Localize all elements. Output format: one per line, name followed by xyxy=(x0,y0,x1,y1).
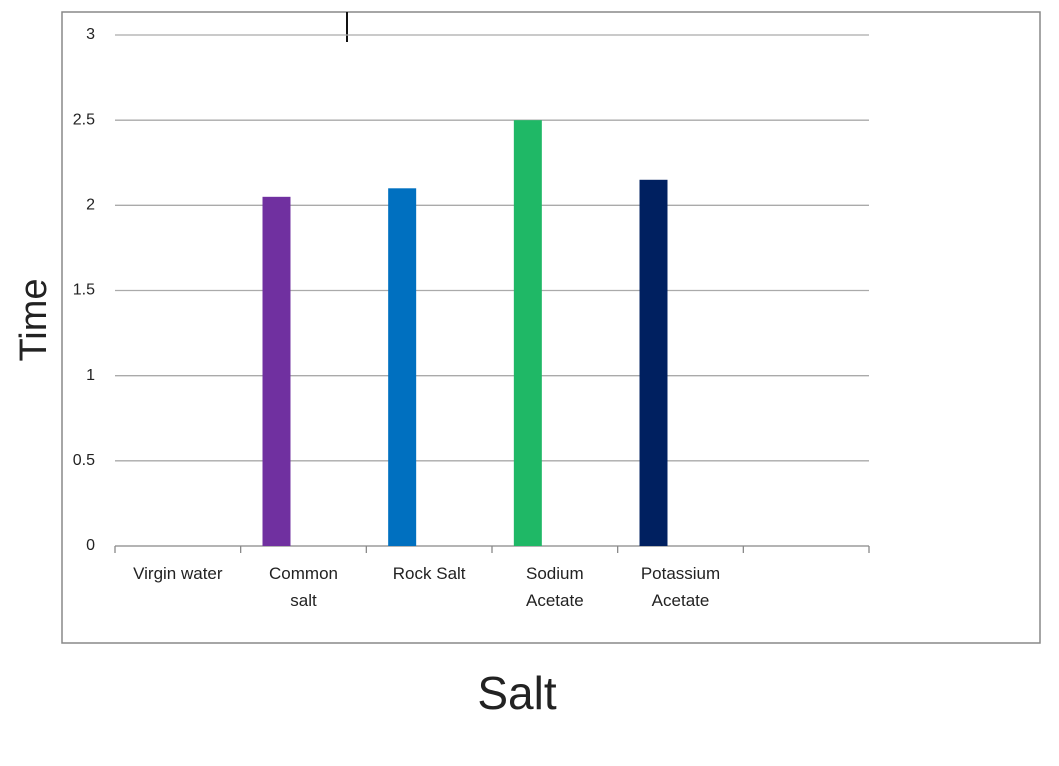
y-tick-label: 1 xyxy=(86,367,95,384)
y-tick-label: 1.5 xyxy=(73,282,95,299)
y-tick-label: 0 xyxy=(86,537,95,554)
y-axis-title: Time xyxy=(13,278,55,361)
x-tick-label: Potassium Acetate xyxy=(640,564,721,610)
y-tick-label: 0.5 xyxy=(73,452,95,469)
x-tick-label: Virgin water xyxy=(133,564,223,583)
x-tick-label-box: Potassium Acetate xyxy=(640,564,721,610)
x-axis-title: Salt xyxy=(477,667,556,719)
bar xyxy=(388,188,417,547)
y-tick-label: 2 xyxy=(86,197,95,214)
x-tick-label-box: Sodium Acetate xyxy=(526,564,584,610)
x-tick-label: Sodium Acetate xyxy=(526,564,584,610)
x-tick-label: Common salt xyxy=(269,564,338,610)
bar xyxy=(513,120,542,547)
chart-border xyxy=(61,11,1041,644)
x-tick-label-box: Virgin water xyxy=(133,564,223,583)
x-tick-label: Rock Salt xyxy=(392,564,466,583)
y-tick-label: 2.5 xyxy=(73,111,95,128)
bar xyxy=(262,196,291,547)
x-tick-label-box: Rock Salt xyxy=(392,564,466,583)
bar xyxy=(639,179,668,547)
y-tick-label: 3 xyxy=(86,26,95,43)
x-tick-label-box: Common salt xyxy=(269,564,338,610)
